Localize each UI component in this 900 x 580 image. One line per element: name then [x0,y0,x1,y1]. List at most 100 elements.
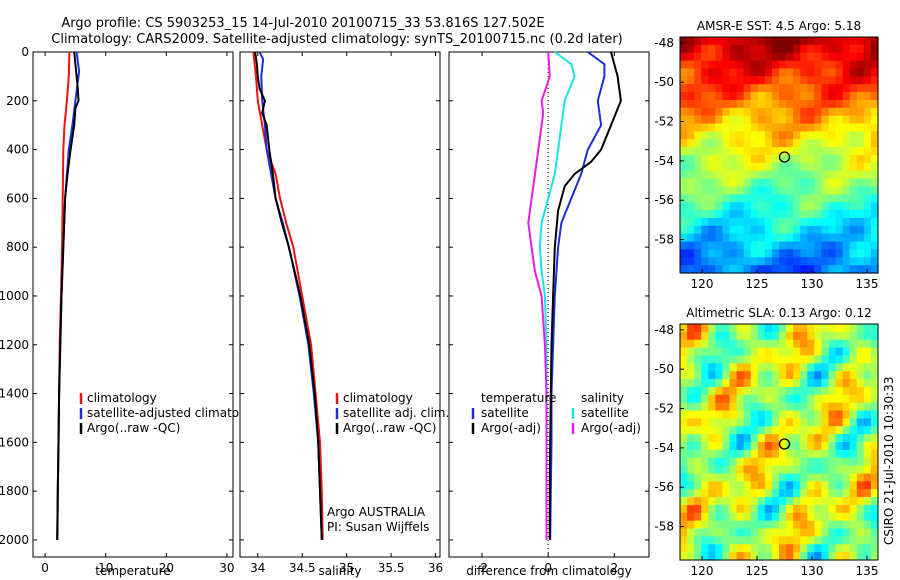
sst-cell [694,217,702,227]
sst-cell [764,115,773,125]
sla-cell [870,402,879,412]
salinity-xtick-label: 34.5 [289,561,316,575]
sst-cell [708,92,716,101]
sst-cell [708,131,716,140]
sla-cell [764,481,773,490]
difference-xtick-label: 0 [544,561,552,575]
sst-cell [821,202,830,211]
sla-cell [764,347,773,357]
sst-cell [694,202,702,211]
sst-cell [842,123,851,132]
difference-legend-entry: satellite [481,406,529,420]
sst-cell [750,147,759,156]
sst-cell [870,210,879,219]
temperature-panel: 0 10 20 30020040060080010001200140016001800… [0,45,265,578]
difference-xtick-label: -2 [476,561,488,575]
sst-cell [807,186,815,195]
sla-cell [729,426,738,435]
sst-cell [863,107,872,117]
sst-cell [856,155,865,164]
sla-cell [750,465,759,475]
sst-cell [757,99,766,109]
sla-cell [750,552,759,561]
sst-cell [779,92,787,101]
salinity-frame [239,51,441,558]
sst-cell [849,123,858,132]
sst-cell [835,155,844,164]
sst-cell [870,257,879,266]
sla-cell [764,331,773,341]
sst-cell [870,178,879,188]
sst-cell [821,147,830,156]
sla-cell [800,339,808,349]
sst-cell [835,68,844,77]
sst-cell [708,249,716,258]
sst-cell [842,68,851,77]
sla-cell [821,512,830,522]
sst-cell [750,162,759,172]
sst-cell [694,99,702,109]
sla-cell [786,449,794,459]
sst-cell [870,107,879,117]
sst-cell [708,178,716,188]
sst-cell [821,178,830,188]
sst-cell [842,155,851,164]
sst-cell [736,139,745,148]
sla-cell [743,394,752,404]
sla-cell [722,418,731,427]
sst-cell [779,155,787,164]
sst-cell [800,186,808,195]
sst-cell [779,60,787,70]
sst-cell [842,52,851,62]
sst-cell [807,162,815,172]
sst-cell [729,123,738,132]
sst-cell [729,99,738,109]
sst-cell [814,162,823,172]
sst-cell [821,233,830,243]
sla-cell [757,504,766,514]
depth-tick-label: 1200 [0,338,29,352]
sla-cell [842,457,851,467]
sla-cell [680,434,688,443]
sst-cell [736,202,745,211]
sst-cell [715,249,724,258]
sst-cell [743,217,752,227]
sst-cell [863,217,872,227]
sst-cell [814,210,823,219]
sst-cell [680,265,688,274]
watermark: CSIRO 21-Jul-2010 10:30:33 [882,377,896,545]
sla-cell [793,347,801,357]
sst-cell [814,217,823,227]
sst-cell [849,217,858,227]
sst-cell [807,202,815,211]
sst-cell [680,84,688,93]
sst-cell [856,170,865,180]
sla-cell [701,347,709,357]
temperature-frame [32,51,234,558]
sst-cell [821,68,830,77]
salinity-panel: 34 34.5 35 35.5 36salinityclimatologysatelli… [239,51,449,578]
sla-cell [828,489,837,498]
sst-cell [708,155,716,164]
sla-cell [708,504,716,514]
temperature-xlabel: temperature [95,564,170,578]
sst-cell [863,178,872,188]
sst-cell [793,225,801,235]
sst-cell [764,44,773,54]
sla-cell [786,355,794,364]
sst-cell [793,241,801,250]
sst-cell [743,155,752,164]
sla-cell [750,355,759,364]
sla-cell [856,528,865,537]
sst-cell [849,107,858,117]
sla-cell [687,512,695,522]
sst-cell [800,52,808,62]
sla-cell [786,331,794,341]
sla-cell [722,465,731,475]
sla-cell [842,410,851,419]
sla-cell [736,379,745,388]
sst-cell [786,170,794,180]
sst-cell [715,92,724,101]
sst-cell [842,210,851,219]
sla-cell [750,512,759,522]
